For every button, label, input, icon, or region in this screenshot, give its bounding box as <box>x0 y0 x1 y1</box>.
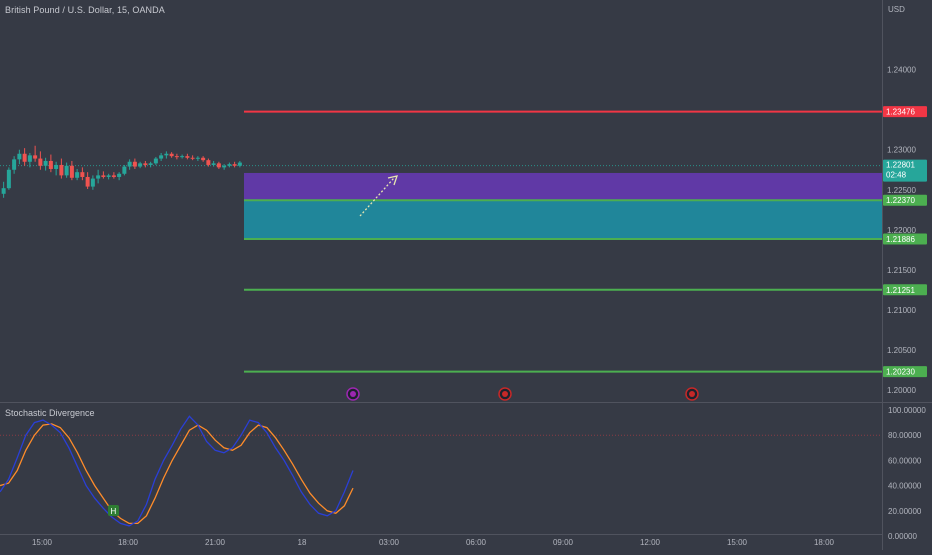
stoch-k-line[interactable] <box>0 415 354 527</box>
indicator-tick-label: 0.00000 <box>888 532 917 541</box>
price-tick-label: 1.21000 <box>887 306 916 315</box>
candle-body[interactable] <box>127 161 132 167</box>
candle-body[interactable] <box>6 169 11 189</box>
lightning-icon-inner <box>350 391 356 397</box>
candle-body[interactable] <box>69 165 74 178</box>
stoch-d-line[interactable] <box>0 423 354 525</box>
divergence-marker-text: H <box>111 507 117 516</box>
candle-body[interactable] <box>164 153 169 156</box>
arrow-head-icon <box>387 175 398 186</box>
time-tick-label: 06:00 <box>466 538 487 547</box>
resistance-price-badge[interactable] <box>883 106 927 118</box>
price-tick-label: 1.23000 <box>887 146 916 155</box>
time-tick-label: 09:00 <box>553 538 574 547</box>
candle-body[interactable] <box>222 165 227 168</box>
candle-body[interactable] <box>201 157 206 161</box>
candle-body[interactable] <box>122 166 127 174</box>
current-price-badge[interactable] <box>883 159 927 182</box>
indicator-tick-label: 80.00000 <box>888 431 922 440</box>
price-tick-label: 1.20500 <box>887 346 916 355</box>
indicator-title[interactable]: Stochastic Divergence <box>5 408 95 418</box>
price-tick-label: 1.20000 <box>887 386 916 395</box>
candle-body[interactable] <box>80 172 85 177</box>
time-tick-label: 12:00 <box>640 538 661 547</box>
candle-body[interactable] <box>17 153 22 160</box>
candle-body[interactable] <box>211 163 216 165</box>
candle-body[interactable] <box>138 163 143 167</box>
demand-zone[interactable] <box>244 200 882 239</box>
candle-body[interactable] <box>143 163 148 165</box>
divergence-marker[interactable] <box>108 505 119 516</box>
candle-body[interactable] <box>232 164 237 166</box>
time-tick-label: 18 <box>298 538 307 547</box>
candle-body[interactable] <box>106 175 111 177</box>
candle-body[interactable] <box>22 153 27 162</box>
price-tick-label: 1.22500 <box>887 186 916 195</box>
indicator-tick-label: 20.00000 <box>888 507 922 516</box>
support-2-badge[interactable] <box>883 366 927 378</box>
candle-body[interactable] <box>75 172 80 178</box>
candle-body[interactable] <box>101 175 106 177</box>
time-tick-label: 18:00 <box>814 538 835 547</box>
symbol-title[interactable]: British Pound / U.S. Dollar, 15, OANDA <box>5 5 165 15</box>
candle-body[interactable] <box>48 160 53 169</box>
candle-body[interactable] <box>59 164 64 176</box>
candle-body[interactable] <box>148 163 153 165</box>
time-tick-label: 21:00 <box>205 538 226 547</box>
candle-body[interactable] <box>185 156 190 158</box>
price-tick-label: 1.24000 <box>887 66 916 75</box>
candle-body[interactable] <box>33 155 38 159</box>
price-tick-label: 1.22000 <box>887 226 916 235</box>
zone-bottom-badge[interactable] <box>883 233 927 245</box>
candle-body[interactable] <box>237 162 242 166</box>
indicator-tick-label: 40.00000 <box>888 482 922 491</box>
supply-zone[interactable] <box>244 172 882 201</box>
candle-body[interactable] <box>227 164 232 166</box>
candle-body[interactable] <box>117 173 122 177</box>
indicator-tick-label: 60.00000 <box>888 456 922 465</box>
time-tick-label: 18:00 <box>118 538 139 547</box>
price-tick-label: 1.21500 <box>887 266 916 275</box>
candle-body[interactable] <box>111 175 116 177</box>
zone-top-badge-text: 1.22370 <box>886 196 915 205</box>
zone-top-badge[interactable] <box>883 194 927 206</box>
time-tick-label: 03:00 <box>379 538 400 547</box>
us-flag-icon-inner <box>689 391 695 397</box>
candle-body[interactable] <box>153 158 158 164</box>
indicator-tick-label: 100.00000 <box>888 406 926 415</box>
candle-body[interactable] <box>54 164 59 169</box>
candle-body[interactable] <box>216 163 221 168</box>
candle-body[interactable] <box>1 188 6 194</box>
candle-body[interactable] <box>64 165 69 176</box>
candle-body[interactable] <box>27 155 32 162</box>
candle-body[interactable] <box>38 158 43 166</box>
resistance-price-badge-text: 1.23476 <box>886 108 915 117</box>
time-tick-label: 15:00 <box>727 538 748 547</box>
candle-body[interactable] <box>43 160 48 166</box>
candle-body[interactable] <box>90 178 95 187</box>
projection-arrow[interactable] <box>359 177 395 217</box>
candle-body[interactable] <box>159 155 164 159</box>
candle-body[interactable] <box>174 156 179 158</box>
candle-body[interactable] <box>180 156 185 158</box>
candle-body[interactable] <box>96 175 101 179</box>
currency-label: USD <box>888 5 905 14</box>
support-1-badge-text: 1.21251 <box>886 286 915 295</box>
candle-body[interactable] <box>85 176 90 187</box>
zone-bottom-badge-text: 1.21886 <box>886 235 915 244</box>
current-price-text: 1.22801 <box>886 161 915 170</box>
support-1-badge[interactable] <box>883 284 927 296</box>
candle-body[interactable] <box>190 157 195 159</box>
time-tick-label: 15:00 <box>32 538 53 547</box>
support-2-badge-text: 1.20230 <box>886 368 915 377</box>
candle-body[interactable] <box>195 157 200 159</box>
candle-body[interactable] <box>12 159 17 170</box>
candle-body[interactable] <box>169 153 174 157</box>
candle-body[interactable] <box>206 160 211 165</box>
uk-flag-icon-inner <box>502 391 508 397</box>
candle-body[interactable] <box>132 161 137 167</box>
countdown-text: 02:48 <box>886 171 907 180</box>
